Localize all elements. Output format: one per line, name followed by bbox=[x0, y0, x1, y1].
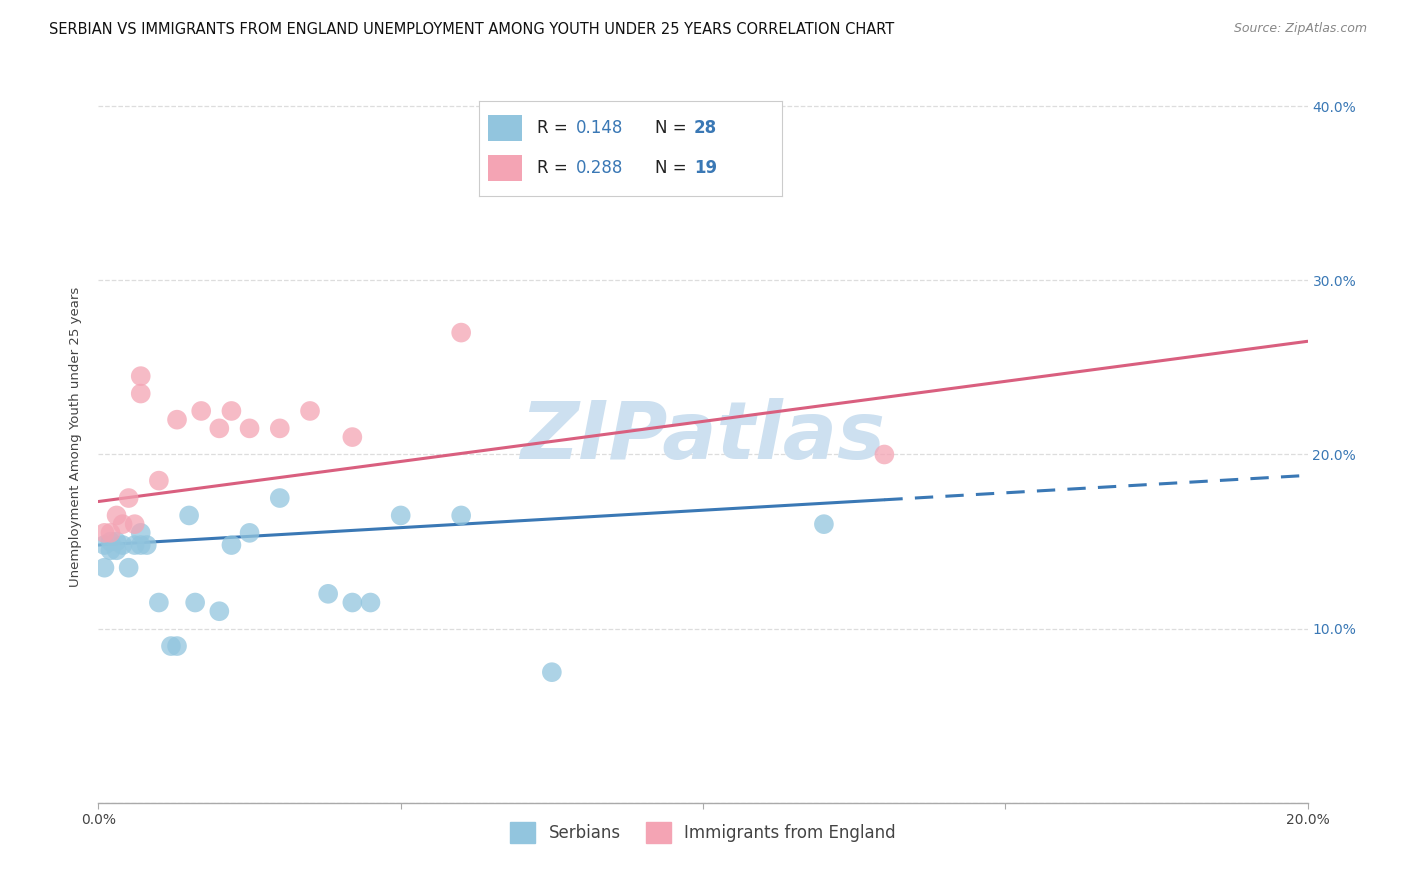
Text: Source: ZipAtlas.com: Source: ZipAtlas.com bbox=[1233, 22, 1367, 36]
Point bbox=[190, 404, 212, 418]
Text: ZIPatlas: ZIPatlas bbox=[520, 398, 886, 476]
Point bbox=[342, 430, 364, 444]
Point bbox=[208, 421, 231, 435]
Point bbox=[166, 412, 188, 426]
Point bbox=[129, 369, 152, 384]
Point bbox=[450, 326, 472, 340]
Point bbox=[450, 508, 472, 523]
Point bbox=[389, 508, 412, 523]
Point bbox=[100, 543, 122, 558]
Point bbox=[129, 525, 152, 540]
Point bbox=[118, 560, 141, 574]
Text: SERBIAN VS IMMIGRANTS FROM ENGLAND UNEMPLOYMENT AMONG YOUTH UNDER 25 YEARS CORRE: SERBIAN VS IMMIGRANTS FROM ENGLAND UNEMP… bbox=[49, 22, 894, 37]
Point bbox=[93, 525, 115, 540]
Point bbox=[93, 538, 115, 552]
Point bbox=[105, 508, 128, 523]
Point bbox=[342, 595, 364, 609]
Point bbox=[179, 508, 201, 523]
Point bbox=[105, 534, 128, 549]
Point bbox=[208, 604, 231, 618]
Point bbox=[299, 404, 322, 418]
Point bbox=[118, 491, 141, 505]
Point bbox=[129, 386, 152, 401]
Point bbox=[221, 404, 243, 418]
Point bbox=[148, 595, 170, 609]
Point bbox=[221, 538, 243, 552]
Point bbox=[873, 448, 896, 462]
Point bbox=[239, 525, 262, 540]
Point bbox=[135, 538, 157, 552]
Point bbox=[813, 517, 835, 532]
Point bbox=[166, 639, 188, 653]
Y-axis label: Unemployment Among Youth under 25 years: Unemployment Among Youth under 25 years bbox=[69, 287, 83, 587]
Point bbox=[239, 421, 262, 435]
Point bbox=[316, 587, 339, 601]
Point bbox=[100, 534, 122, 549]
Point bbox=[105, 543, 128, 558]
Point bbox=[111, 538, 134, 552]
Point bbox=[129, 538, 152, 552]
Legend: Serbians, Immigrants from England: Serbians, Immigrants from England bbox=[503, 815, 903, 849]
Point bbox=[269, 491, 291, 505]
Point bbox=[100, 525, 122, 540]
Point bbox=[111, 517, 134, 532]
Point bbox=[148, 474, 170, 488]
Point bbox=[184, 595, 207, 609]
Point bbox=[540, 665, 562, 680]
Point bbox=[160, 639, 183, 653]
Point bbox=[124, 517, 146, 532]
Point bbox=[124, 538, 146, 552]
Point bbox=[360, 595, 382, 609]
Point bbox=[93, 560, 115, 574]
Point bbox=[269, 421, 291, 435]
